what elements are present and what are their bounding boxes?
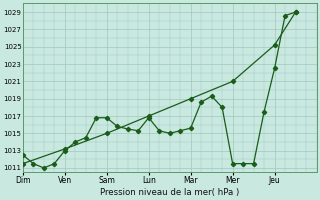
- X-axis label: Pression niveau de la mer( hPa ): Pression niveau de la mer( hPa ): [100, 188, 239, 197]
